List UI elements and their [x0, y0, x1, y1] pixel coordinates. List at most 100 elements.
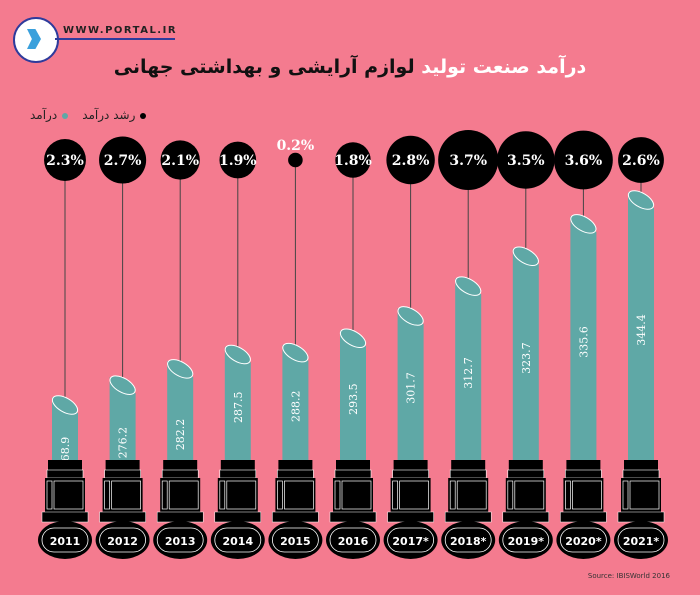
tube-panel: [219, 480, 226, 510]
tube-ring: [507, 469, 545, 479]
tube-collar: [105, 460, 140, 470]
revenue-bar: [628, 192, 654, 460]
revenue-label: 293.5: [347, 383, 360, 415]
year-label: 2019*: [508, 535, 545, 548]
tube-panel: [277, 480, 283, 510]
year-label: 2016: [338, 535, 369, 548]
lipstick-tip: [224, 344, 251, 365]
tube-band: [387, 511, 434, 523]
tube-collar: [624, 460, 658, 470]
legend: رشد درآمد درآمد: [30, 108, 147, 122]
tube-panel: [399, 480, 429, 510]
legend-growth: رشد درآمد: [82, 108, 147, 122]
revenue-label: 282.2: [174, 419, 187, 451]
tube-base: [153, 521, 208, 559]
lipstick-tip: [167, 359, 194, 379]
growth-bubble: [554, 130, 613, 190]
tube-band: [41, 511, 89, 523]
tube-body: [45, 478, 85, 512]
tube-collar: [220, 460, 255, 470]
revenue-bar: [282, 344, 309, 460]
growth-label: 0.2%: [277, 138, 315, 154]
growth-bubble: [288, 152, 303, 168]
tube-ring: [219, 469, 257, 479]
tube-body: [102, 478, 143, 512]
tube-body: [217, 478, 258, 512]
revenue-bar: [167, 360, 194, 460]
tube-body: [333, 478, 373, 512]
tube-band: [560, 511, 607, 523]
tube-base: [383, 521, 438, 559]
tube-panel: [226, 480, 257, 510]
year-label: 2017*: [392, 535, 429, 548]
revenue-bar: [340, 330, 366, 460]
lipstick-tip: [282, 342, 309, 363]
year-oval: [156, 527, 204, 553]
year-label: 2011: [50, 535, 81, 548]
tube-panel: [334, 480, 341, 510]
tube-body: [621, 478, 661, 512]
tube-base: [498, 521, 553, 559]
tube-base: [95, 521, 150, 559]
year-oval: [502, 527, 550, 553]
tube-collar: [451, 460, 486, 470]
tube-band: [156, 511, 204, 523]
growth-label: 3.6%: [565, 153, 603, 169]
revenue-label: 276.2: [117, 427, 130, 459]
lipstick-tip: [51, 395, 79, 415]
tube-band: [214, 511, 262, 523]
year-oval: [41, 527, 89, 553]
tube-band: [272, 511, 319, 523]
growth-bubble: [386, 135, 435, 185]
tube-base: [326, 521, 380, 559]
lipstick-tip: [339, 328, 367, 348]
year-oval: [617, 527, 665, 553]
tube-panel: [449, 480, 456, 510]
tube-ring: [449, 469, 487, 479]
lipstick-tip: [109, 375, 136, 395]
legend-growth-label: رشد درآمد: [82, 108, 136, 122]
year-label: 2021*: [623, 535, 660, 548]
revenue-bar: [512, 248, 539, 460]
tube-panel: [161, 480, 168, 510]
tube-ring: [334, 469, 372, 479]
tube-base: [614, 521, 668, 559]
year-label: 2020*: [565, 535, 602, 548]
revenue-label: 335.6: [577, 326, 590, 358]
revenue-bar: [224, 346, 251, 460]
year-label: 2018*: [450, 535, 487, 548]
tube-body: [505, 478, 546, 512]
lipstick-tip: [570, 214, 597, 234]
tube-panel: [111, 480, 141, 510]
year-oval: [271, 527, 319, 553]
growth-bubble: [618, 137, 664, 183]
site-url: WWW.PORTAL.IR: [63, 25, 178, 36]
year-oval: [387, 527, 435, 553]
tube-panel: [622, 480, 629, 510]
year-oval: [329, 527, 377, 553]
tube-base: [210, 521, 265, 559]
growth-bubble: [160, 140, 200, 180]
revenue-bar: [397, 307, 424, 460]
growth-label: 2.3%: [46, 153, 84, 169]
growth-label: 2.7%: [104, 153, 142, 169]
tube-panel: [341, 480, 372, 510]
growth-bubble: [44, 139, 86, 181]
revenue-bar: [570, 215, 597, 460]
legend-growth-dot: [140, 112, 147, 119]
tube-ring: [277, 469, 314, 479]
tube-panel: [514, 480, 545, 510]
tube-collar: [566, 460, 601, 470]
title-part-black: لوازم آرایشی و بهداشتی جهانی: [113, 56, 415, 78]
growth-label: 1.9%: [219, 153, 257, 169]
growth-label: 2.1%: [161, 153, 199, 169]
year-oval: [99, 527, 146, 553]
tube-panel: [565, 480, 571, 510]
revenue-label: 288.2: [289, 391, 302, 423]
tube-band: [99, 511, 146, 523]
year-oval: [214, 527, 262, 553]
growth-bubble: [438, 129, 499, 191]
tube-ring: [622, 469, 660, 479]
tube-panel: [168, 480, 199, 510]
